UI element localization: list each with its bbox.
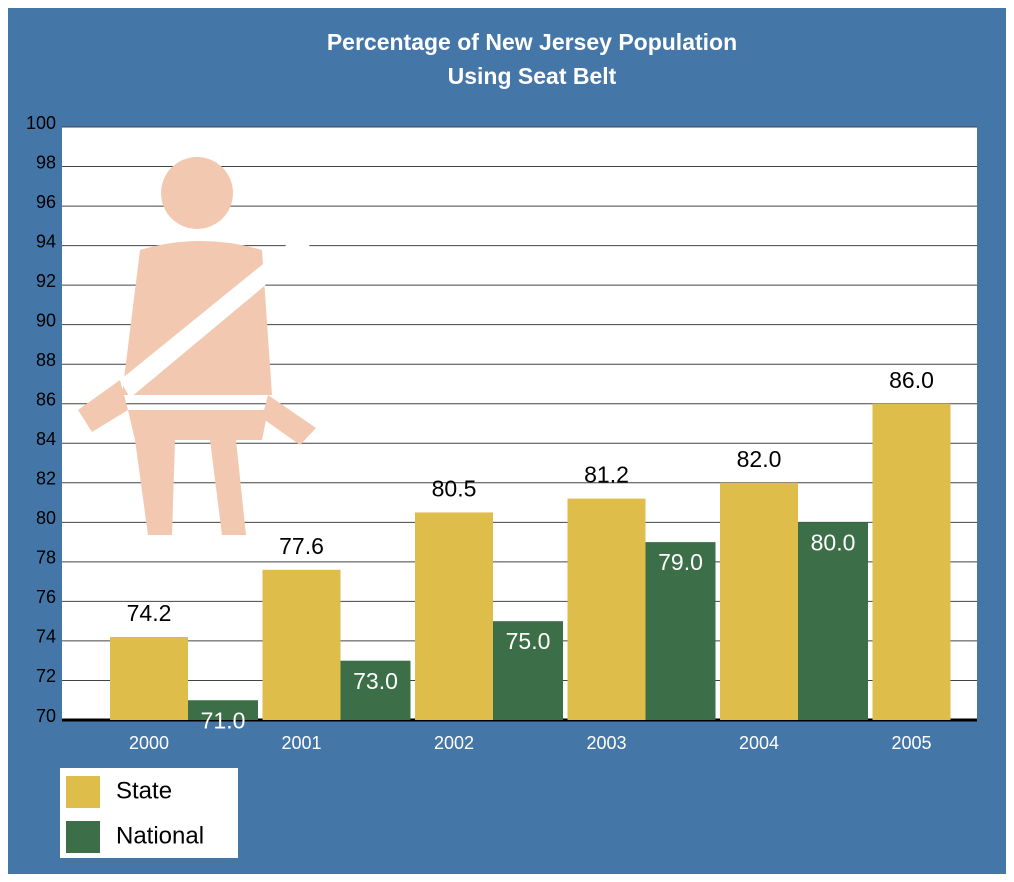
y-tick-label: 88	[36, 350, 56, 370]
y-tick-label: 72	[36, 666, 56, 686]
data-label: 81.2	[584, 462, 629, 488]
data-label: 75.0	[506, 628, 551, 654]
y-tick-label: 76	[36, 587, 56, 607]
y-tick-label: 90	[36, 310, 56, 330]
data-label: 80.0	[811, 529, 856, 555]
y-tick-label: 82	[36, 469, 56, 489]
seatbelt-strap	[120, 230, 310, 398]
bar	[262, 569, 341, 720]
y-tick-label: 78	[36, 548, 56, 568]
bar	[798, 522, 868, 720]
y-tick-label: 84	[36, 429, 56, 449]
x-tick-label: 2004	[739, 733, 779, 753]
data-label: 82.0	[737, 446, 782, 472]
data-label: 79.0	[658, 549, 703, 575]
data-label: 73.0	[353, 668, 398, 694]
bar	[340, 660, 411, 720]
x-tick-label: 2002	[434, 733, 474, 753]
chart-title: Using Seat Belt	[448, 63, 617, 89]
legend-swatch	[66, 776, 100, 808]
bar	[110, 636, 188, 720]
data-label: 80.5	[432, 476, 477, 502]
bar	[415, 512, 493, 720]
bar	[645, 542, 716, 720]
x-tick-label: 2001	[281, 733, 321, 753]
y-tick-label: 86	[36, 389, 56, 409]
data-label: 71.0	[201, 707, 246, 733]
y-tick-label: 100	[26, 113, 56, 133]
bar	[493, 621, 563, 720]
legend-label: State	[116, 777, 172, 804]
bar	[872, 403, 951, 720]
x-tick-label: 2000	[129, 733, 169, 753]
legend-swatch	[66, 821, 100, 853]
x-tick-label: 2003	[586, 733, 626, 753]
legend-label: National	[116, 822, 204, 849]
y-tick-label: 70	[36, 706, 56, 726]
y-tick-label: 80	[36, 508, 56, 528]
bar	[567, 498, 646, 720]
data-label: 74.2	[127, 600, 172, 626]
x-tick-label: 2005	[891, 733, 931, 753]
y-tick-label: 98	[36, 152, 56, 172]
y-tick-label: 74	[36, 627, 56, 647]
y-tick-label: 94	[36, 231, 56, 251]
data-label: 77.6	[279, 533, 324, 559]
bars	[110, 403, 951, 720]
y-tick-label: 96	[36, 192, 56, 212]
data-label: 86.0	[889, 367, 934, 393]
bar	[720, 482, 798, 720]
y-tick-label: 92	[36, 271, 56, 291]
bar	[188, 700, 258, 720]
chart-title: Percentage of New Jersey Population	[327, 29, 737, 55]
